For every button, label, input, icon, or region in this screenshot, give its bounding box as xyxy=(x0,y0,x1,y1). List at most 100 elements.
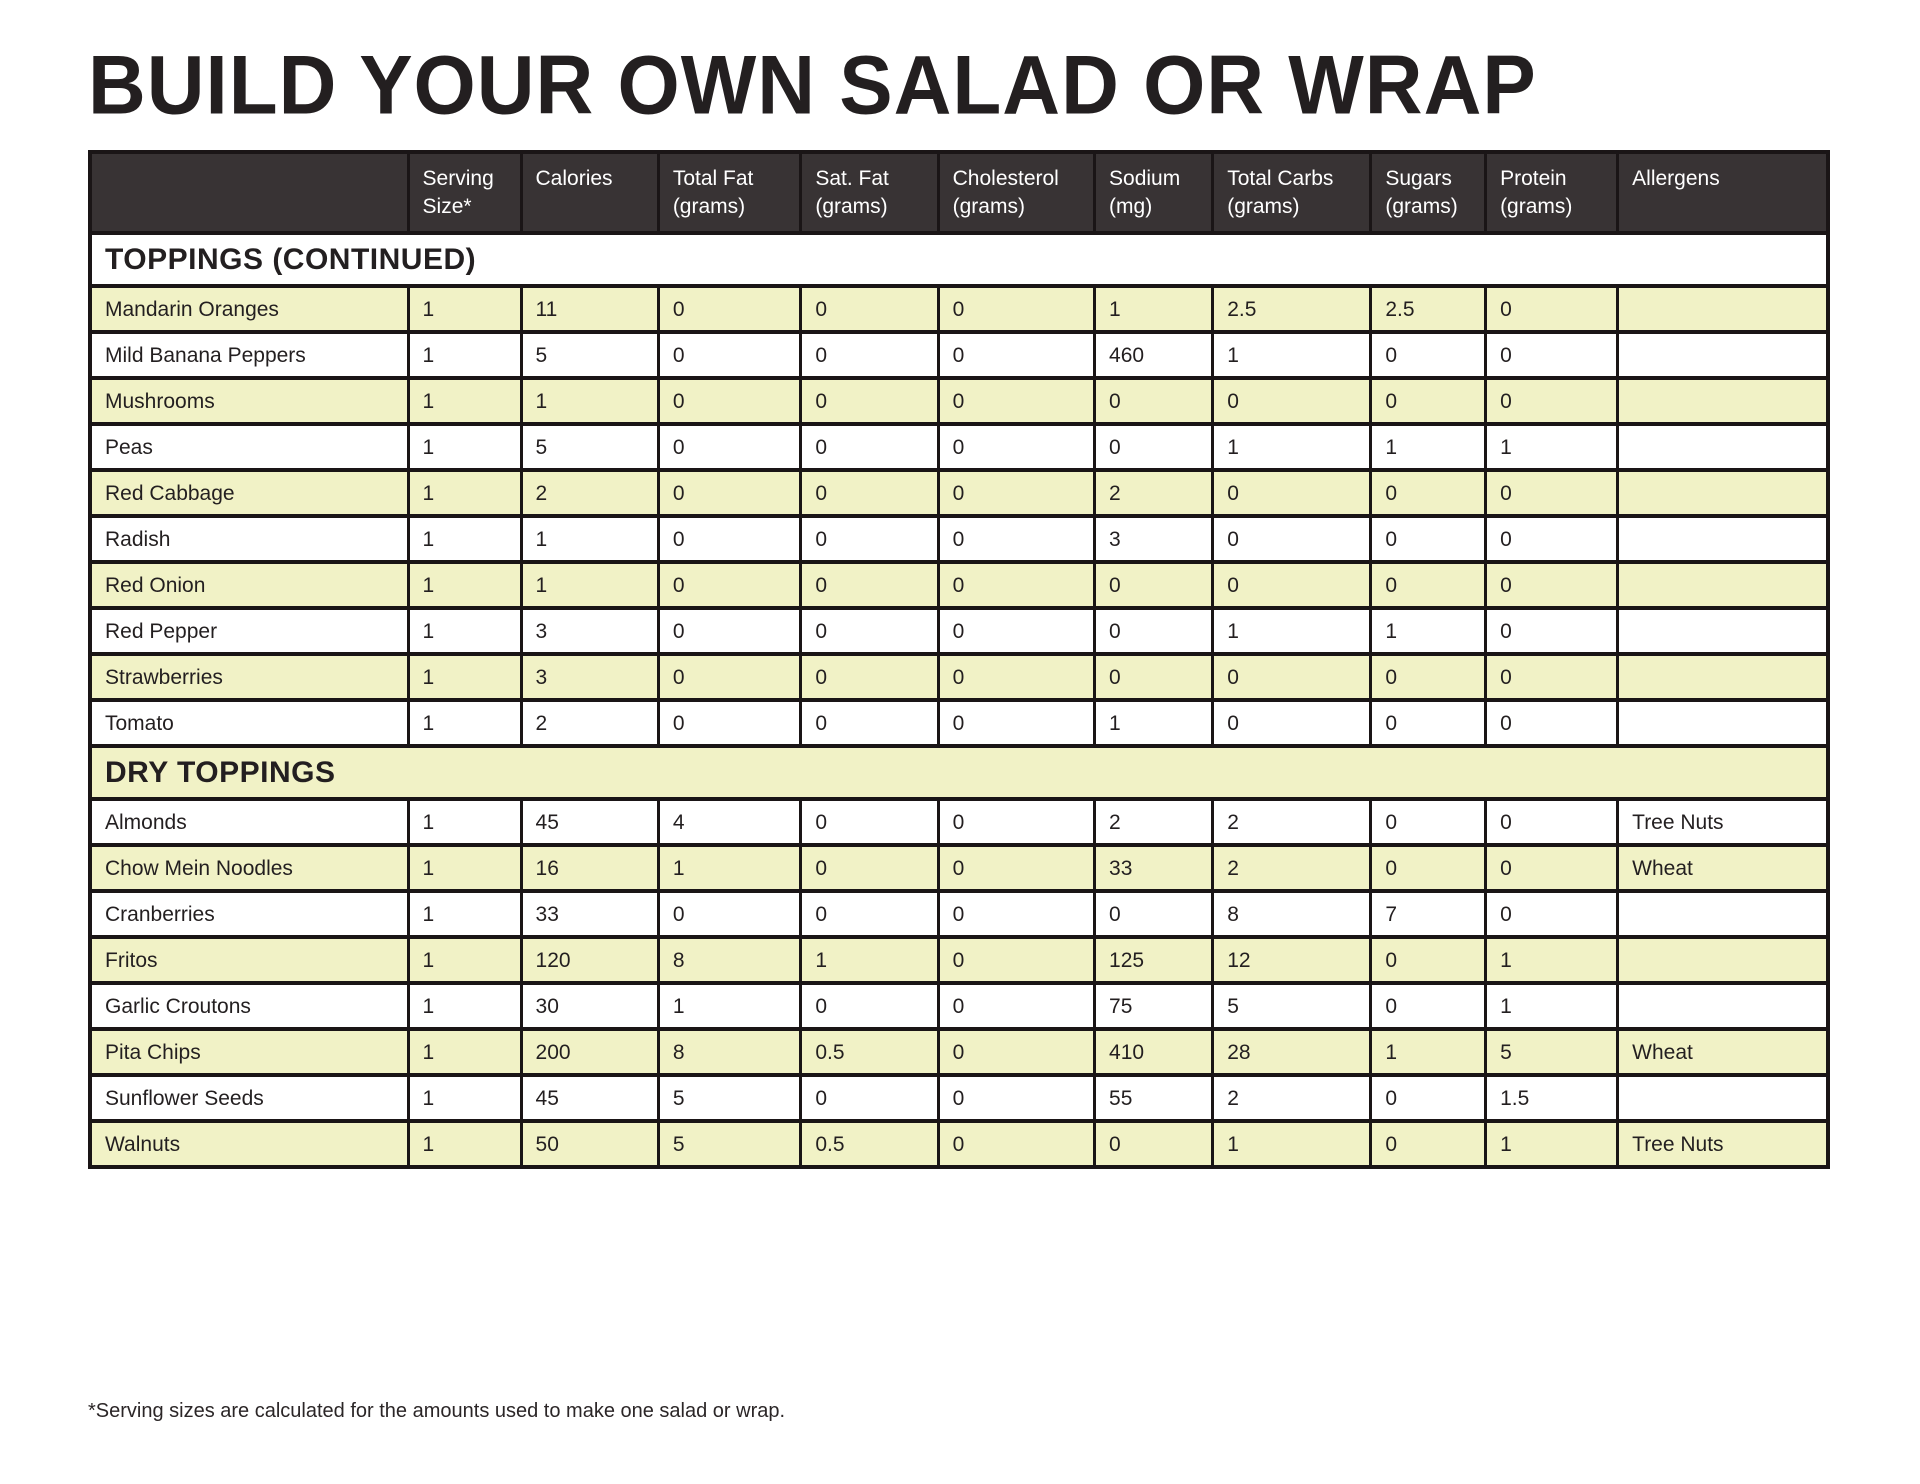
cell-value: 0 xyxy=(1211,376,1373,427)
cell-value: 0 xyxy=(1093,652,1215,703)
cell-value: 0 xyxy=(1369,981,1488,1032)
cell-value: 1 xyxy=(406,468,523,519)
cell-value: 0 xyxy=(936,284,1097,335)
cell-value: 0 xyxy=(1484,560,1620,611)
cell-value: 1 xyxy=(406,606,523,657)
cell-value: 3 xyxy=(519,606,660,657)
cell-value xyxy=(1616,468,1830,519)
cell-value: 1 xyxy=(1484,981,1620,1032)
cell-value: 1 xyxy=(1211,1119,1373,1170)
page-title: BUILD YOUR OWN SALAD OR WRAP xyxy=(88,38,1537,132)
cell-value: 1.5 xyxy=(1484,1073,1620,1124)
row-name: Mild Banana Peppers xyxy=(88,330,410,381)
cell-value: 0 xyxy=(936,422,1097,473)
cell-value: 0 xyxy=(936,560,1097,611)
cell-value: 0 xyxy=(936,330,1097,381)
column-header: Sodium (mg) xyxy=(1093,150,1215,235)
row-name: Sunflower Seeds xyxy=(88,1073,410,1124)
section-header-label: TOPPINGS (CONTINUED) xyxy=(88,231,1830,289)
row-name: Red Onion xyxy=(88,560,410,611)
table-row: Walnuts 1 50 5 0.5 0 0 1 0 1 Tree Nuts xyxy=(88,1119,1830,1170)
cell-value: 1 xyxy=(519,376,660,427)
cell-value: 0 xyxy=(656,698,803,749)
cell-value: 0 xyxy=(1369,935,1488,986)
cell-value xyxy=(1616,935,1830,986)
cell-value: 4 xyxy=(656,797,803,848)
row-name: Almonds xyxy=(88,797,410,848)
row-name: Red Pepper xyxy=(88,606,410,657)
cell-value: 0 xyxy=(656,606,803,657)
cell-value: 1 xyxy=(1211,422,1373,473)
cell-value: 0 xyxy=(799,981,940,1032)
cell-value: 0 xyxy=(799,330,940,381)
cell-value: 1 xyxy=(1484,935,1620,986)
cell-value: 0 xyxy=(1093,889,1215,940)
cell-value xyxy=(1616,422,1830,473)
cell-value: 5 xyxy=(656,1073,803,1124)
cell-value: 0 xyxy=(936,797,1097,848)
cell-value: 0 xyxy=(656,284,803,335)
table-row: Sunflower Seeds 1 45 5 0 0 55 2 0 1.5 xyxy=(88,1073,1830,1124)
cell-value: 1 xyxy=(1484,422,1620,473)
cell-value: Tree Nuts xyxy=(1616,797,1830,848)
cell-value: 0 xyxy=(1211,698,1373,749)
cell-value xyxy=(1616,560,1830,611)
cell-value: 0 xyxy=(936,1119,1097,1170)
cell-value: 0 xyxy=(799,698,940,749)
row-name: Garlic Croutons xyxy=(88,981,410,1032)
cell-value: 2.5 xyxy=(1211,284,1373,335)
cell-value: 2 xyxy=(1211,843,1373,894)
table-row: Red Onion 1 1 0 0 0 0 0 0 0 xyxy=(88,560,1830,611)
cell-value: 0 xyxy=(1093,1119,1215,1170)
cell-value: 1 xyxy=(1369,606,1488,657)
cell-value: 0 xyxy=(1369,514,1488,565)
cell-value xyxy=(1616,606,1830,657)
cell-value: 3 xyxy=(519,652,660,703)
cell-value: 0 xyxy=(1484,843,1620,894)
cell-value: 0 xyxy=(1369,797,1488,848)
cell-value: 0 xyxy=(799,376,940,427)
cell-value: 0 xyxy=(1211,468,1373,519)
cell-value: 1 xyxy=(406,1027,523,1078)
cell-value: 55 xyxy=(1093,1073,1215,1124)
cell-value: 1 xyxy=(406,652,523,703)
cell-value: 50 xyxy=(519,1119,660,1170)
cell-value: 0 xyxy=(936,698,1097,749)
row-name: Radish xyxy=(88,514,410,565)
table-row: Red Cabbage 1 2 0 0 0 2 0 0 0 xyxy=(88,468,1830,519)
column-header: Cholesterol (grams) xyxy=(936,150,1097,235)
section-header-label: DRY TOPPINGS xyxy=(88,744,1830,802)
cell-value: Tree Nuts xyxy=(1616,1119,1830,1170)
column-header-empty xyxy=(88,150,410,235)
cell-value: 0 xyxy=(656,330,803,381)
cell-value: 0 xyxy=(936,981,1097,1032)
cell-value: 0 xyxy=(1484,652,1620,703)
cell-value: 0 xyxy=(1484,698,1620,749)
cell-value: 0.5 xyxy=(799,1027,940,1078)
column-header: Total Carbs (grams) xyxy=(1211,150,1373,235)
cell-value: 33 xyxy=(519,889,660,940)
cell-value: 1 xyxy=(519,560,660,611)
cell-value: 45 xyxy=(519,797,660,848)
section-header-row: DRY TOPPINGS xyxy=(88,744,1830,802)
cell-value: 0 xyxy=(1211,560,1373,611)
cell-value: 0 xyxy=(799,797,940,848)
cell-value: 2 xyxy=(519,698,660,749)
cell-value: 8 xyxy=(656,935,803,986)
cell-value: 0 xyxy=(1484,330,1620,381)
column-header: Sugars (grams) xyxy=(1369,150,1488,235)
cell-value: 2 xyxy=(1211,797,1373,848)
table-row: Strawberries 1 3 0 0 0 0 0 0 0 xyxy=(88,652,1830,703)
cell-value: 0 xyxy=(656,560,803,611)
column-header: Sat. Fat (grams) xyxy=(799,150,940,235)
table-row: Peas 1 5 0 0 0 0 1 1 1 xyxy=(88,422,1830,473)
cell-value: 0 xyxy=(799,843,940,894)
cell-value: 12 xyxy=(1211,935,1373,986)
cell-value: 0 xyxy=(936,468,1097,519)
table-row: Cranberries 1 33 0 0 0 0 8 7 0 xyxy=(88,889,1830,940)
cell-value: 0 xyxy=(1211,514,1373,565)
row-name: Peas xyxy=(88,422,410,473)
cell-value: 7 xyxy=(1369,889,1488,940)
cell-value: 1 xyxy=(406,330,523,381)
cell-value: 5 xyxy=(1484,1027,1620,1078)
